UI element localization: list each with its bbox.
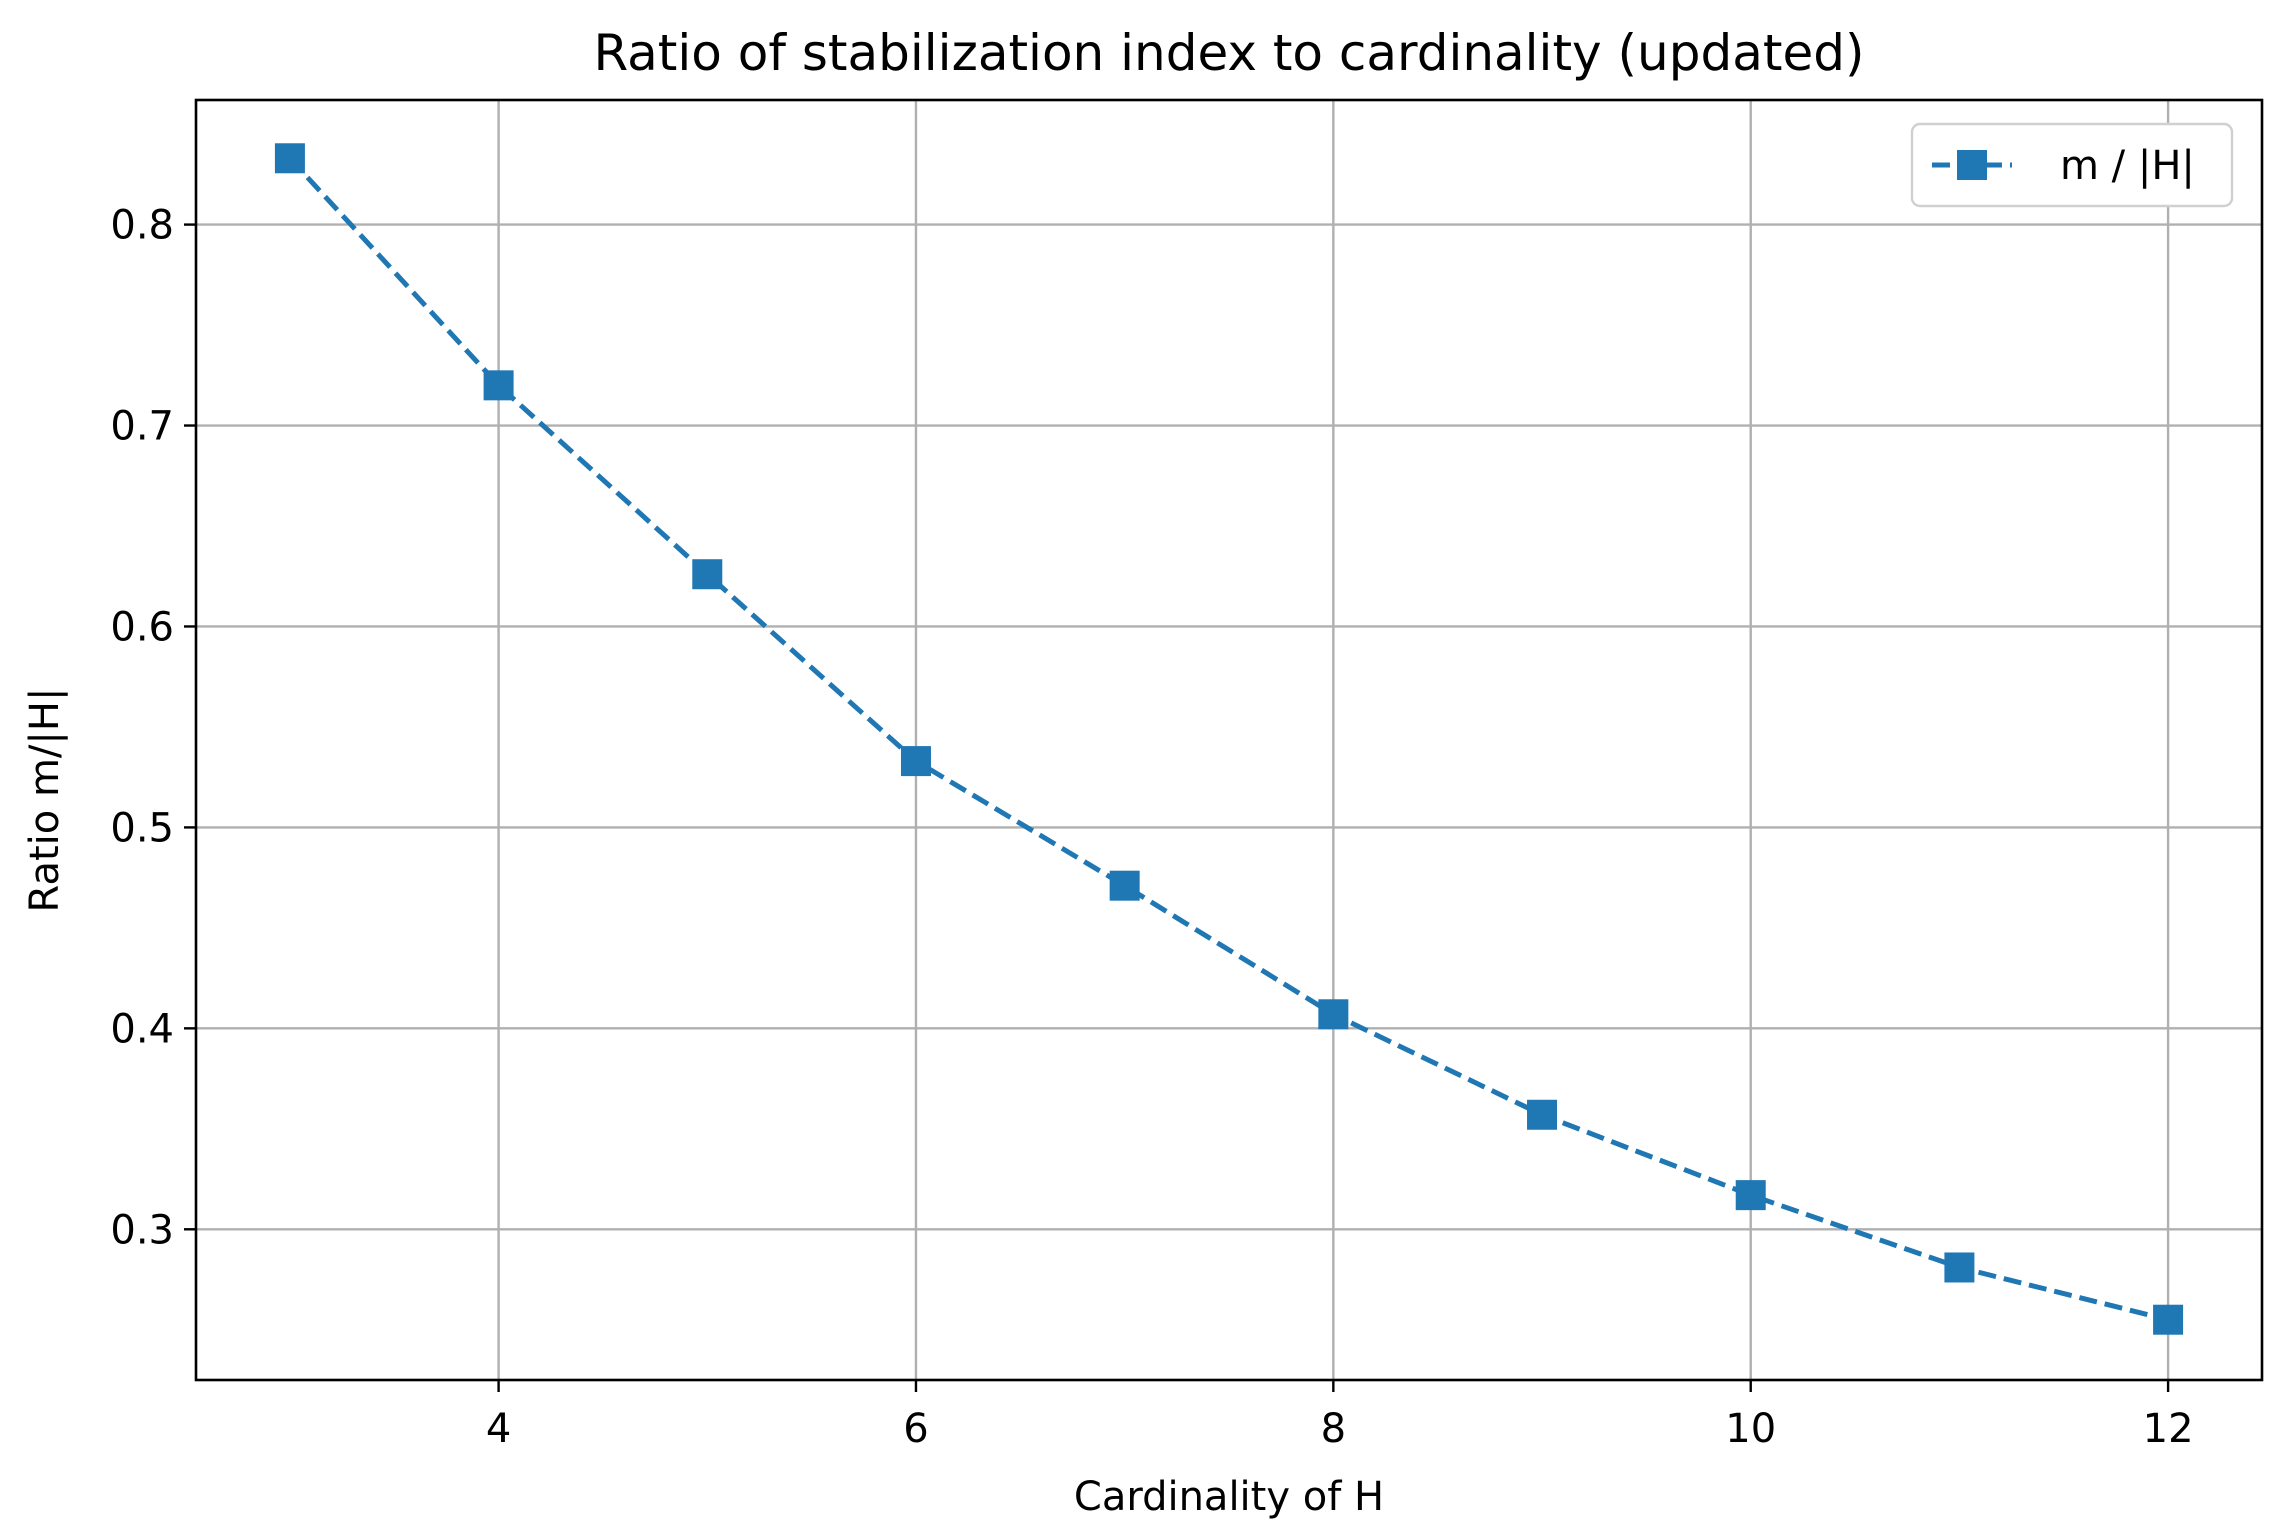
x-axis-label: Cardinality of H xyxy=(1074,1474,1384,1520)
legend: m / |H| xyxy=(1910,122,2234,208)
grid-lines xyxy=(196,100,2262,1380)
data-series xyxy=(274,143,2184,1335)
x-tick-label: 10 xyxy=(1725,1406,1776,1452)
data-point xyxy=(692,559,723,590)
data-point xyxy=(1944,1252,1975,1283)
data-point xyxy=(2153,1304,2184,1335)
y-tick-label: 0.7 xyxy=(110,404,174,450)
x-tick-label: 12 xyxy=(2143,1406,2194,1452)
data-point xyxy=(1318,999,1349,1030)
y-tick-label: 0.5 xyxy=(110,805,174,851)
legend-box xyxy=(1910,122,2234,208)
x-tick-label: 4 xyxy=(486,1406,511,1452)
y-tick-label: 0.4 xyxy=(110,1006,174,1052)
legend-marker-sample xyxy=(1957,150,1987,180)
data-point xyxy=(1109,870,1140,901)
y-tick-label: 0.3 xyxy=(110,1207,174,1253)
data-point xyxy=(483,370,514,401)
data-point xyxy=(274,143,305,174)
y-tick-label: 0.6 xyxy=(110,604,174,650)
legend-label: m / |H| xyxy=(2060,143,2195,189)
data-point xyxy=(900,746,931,777)
chart-title: Ratio of stabilization index to cardinal… xyxy=(594,24,1865,82)
y-axis-label: Ratio m/|H| xyxy=(22,688,68,913)
y-tick-label: 0.8 xyxy=(110,203,174,249)
data-point xyxy=(1735,1180,1766,1211)
series-line xyxy=(288,156,2169,1323)
plot-frame xyxy=(194,98,2264,1382)
x-tick-label: 6 xyxy=(903,1406,928,1452)
data-point xyxy=(1527,1099,1558,1130)
x-tick-label: 8 xyxy=(1321,1406,1346,1452)
axes: 4 6 8 10 12 0.3 0.4 0.5 0.6 0.7 0.8 xyxy=(110,98,2264,1452)
